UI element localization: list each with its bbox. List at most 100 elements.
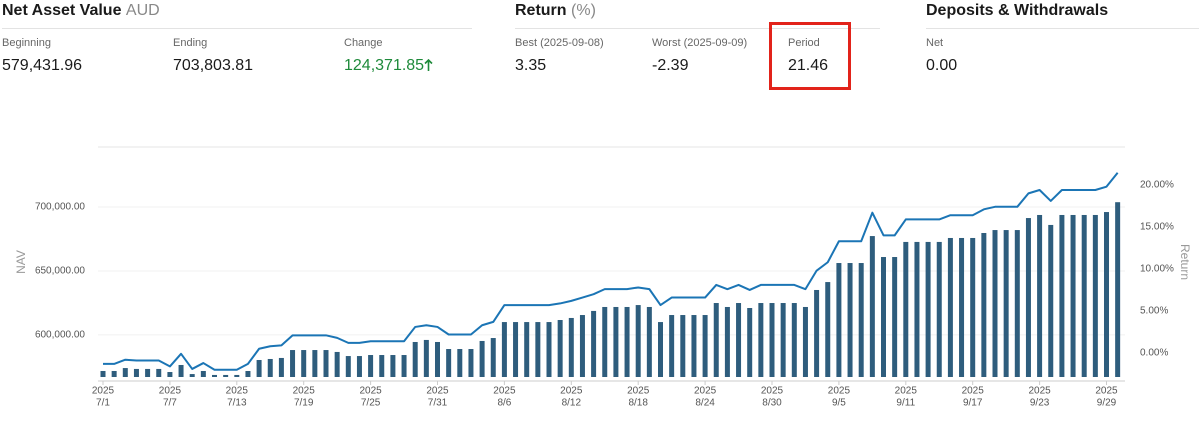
- stat: Beginning 579,431.96: [2, 37, 82, 75]
- x-tick-label: 9/17: [963, 398, 983, 409]
- return-section: Return (%) Best (2025-09-08) 3.35 Worst (…: [515, 0, 880, 90]
- bar: [189, 374, 195, 377]
- bar: [468, 349, 474, 377]
- bar: [847, 263, 853, 377]
- x-tick-label: 7/31: [428, 398, 448, 409]
- stat-label: Period: [788, 37, 820, 49]
- bar: [947, 237, 953, 377]
- x-tick-year: 2025: [761, 386, 784, 397]
- highlight-box: [769, 22, 851, 90]
- bar: [446, 349, 452, 377]
- stat-label: Ending: [173, 37, 208, 49]
- bar: [914, 241, 920, 377]
- unit: AUD: [125, 2, 160, 19]
- bar: [1070, 214, 1076, 377]
- bar: [1025, 218, 1031, 377]
- bar: [133, 368, 139, 377]
- bar: [212, 374, 217, 377]
- bar: [100, 370, 106, 377]
- x-tick-label: 7/25: [361, 398, 381, 409]
- bar: [691, 315, 697, 377]
- bar: [457, 349, 463, 377]
- bar: [769, 303, 775, 377]
- bar: [368, 355, 374, 377]
- bar: [758, 303, 764, 377]
- stat: Ending 703,803.81: [173, 37, 253, 75]
- bar: [869, 236, 875, 377]
- bar: [791, 303, 797, 377]
- bar: [245, 370, 251, 377]
- y2-tick-label: 0.00%: [1140, 348, 1168, 359]
- section-title: Net Asset Value AUD: [2, 2, 160, 20]
- bar: [903, 241, 909, 377]
- bar: [334, 351, 340, 377]
- y-tick-label: 650,000.00: [35, 266, 85, 277]
- stat-value-wrap: 124,371.85: [344, 57, 433, 75]
- bar: [122, 368, 128, 377]
- stat-value: 579,431.96: [2, 57, 83, 74]
- bar: [568, 317, 574, 377]
- x-tick-label: 9/11: [896, 398, 915, 409]
- x-tick-year: 2025: [828, 386, 851, 397]
- bar: [1037, 214, 1043, 377]
- x-tick-label: 8/12: [562, 398, 582, 409]
- bar: [501, 322, 507, 377]
- x-tick-year: 2025: [493, 386, 516, 397]
- bar: [524, 322, 530, 377]
- x-tick-year: 2025: [895, 386, 918, 397]
- y2-tick-label: 5.00%: [1140, 306, 1168, 317]
- bar: [669, 315, 675, 377]
- stat: Best (2025-09-08) 3.35: [515, 37, 604, 75]
- bar: [1104, 212, 1109, 377]
- bar: [145, 368, 151, 377]
- bar: [892, 257, 898, 377]
- stat-label: Net: [926, 37, 944, 49]
- stat: Net 0.00: [926, 37, 957, 75]
- x-tick-year: 2025: [293, 386, 316, 397]
- bar: [702, 315, 708, 377]
- x-tick-label: 7/19: [294, 398, 314, 409]
- bar: [178, 364, 184, 377]
- x-tick-year: 2025: [1095, 386, 1118, 397]
- up-arrow: [424, 58, 433, 71]
- bar: [412, 341, 418, 377]
- bar: [200, 370, 206, 377]
- bar: [814, 289, 820, 377]
- y2-tick-label: 10.00%: [1140, 264, 1174, 275]
- stat: Period 21.46: [788, 37, 828, 75]
- stat-value: 21.46: [788, 57, 829, 74]
- bar: [535, 322, 541, 377]
- bar: [401, 355, 407, 377]
- bar: [290, 350, 296, 377]
- x-tick-label: 8/24: [695, 398, 715, 409]
- bar: [1081, 214, 1087, 377]
- bar: [1092, 214, 1098, 377]
- y-tick-label: 700,000.00: [35, 202, 85, 213]
- x-tick-label: 8/30: [762, 398, 782, 409]
- x-tick-year: 2025: [359, 386, 382, 397]
- bar: [713, 303, 719, 377]
- section-title: Deposits & Withdrawals: [926, 2, 1109, 19]
- title-text: Return: [515, 2, 567, 19]
- bar: [736, 303, 742, 377]
- bar: [959, 237, 965, 377]
- bar: [680, 315, 686, 377]
- bar: [970, 237, 976, 377]
- stat-value: 124,371.85: [344, 57, 425, 74]
- stat: Change 124,371.85: [344, 37, 433, 75]
- bar: [278, 357, 284, 377]
- stat-label: Change: [344, 37, 383, 49]
- bar: [312, 350, 318, 377]
- y-tick-label: 600,000.00: [35, 329, 85, 340]
- bar: [602, 306, 608, 377]
- bar: [234, 374, 240, 377]
- x-tick-year: 2025: [426, 386, 449, 397]
- x-tick-year: 2025: [694, 386, 717, 397]
- bar: [390, 355, 396, 377]
- bar: [301, 350, 307, 377]
- stat: Worst (2025-09-09) -2.39: [652, 37, 747, 75]
- bar: [356, 356, 362, 377]
- x-tick-year: 2025: [1028, 386, 1051, 397]
- bar: [379, 355, 385, 377]
